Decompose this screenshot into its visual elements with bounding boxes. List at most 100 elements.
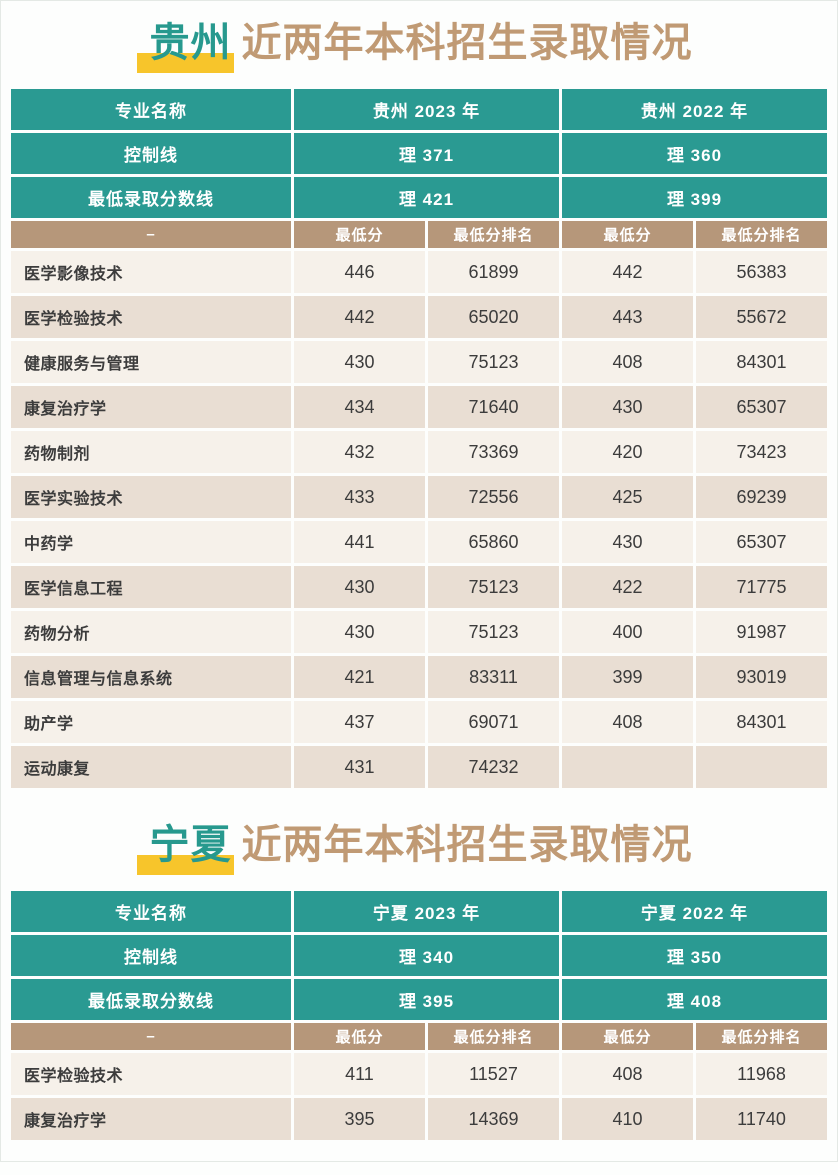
major-name-cell: 信息管理与信息系统 <box>10 656 291 698</box>
section-title: 贵州 近两年本科招生录取情况 <box>1 15 837 73</box>
table-header-row: 专业名称 贵州 2023 年 贵州 2022 年 <box>10 89 828 130</box>
subheader-min-score-year2: 最低分 <box>562 221 693 248</box>
score-value-cell: 410 <box>562 1098 693 1140</box>
score-value-cell: 430 <box>293 611 425 653</box>
control-line-year-2: 理 350 <box>562 935 828 976</box>
table-row: 中药学 441 65860 430 65307 <box>10 521 828 563</box>
table-row: 医学检验技术 411 11527 408 11968 <box>10 1053 828 1095</box>
title-province-highlight: 宁夏 <box>136 817 236 875</box>
score-value-cell: 434 <box>293 386 425 428</box>
sections-container: 贵州 近两年本科招生录取情况 专业名称 贵州 2023 年 贵州 2022 年 控… <box>1 15 837 1143</box>
table-row: 信息管理与信息系统 421 83311 399 93019 <box>10 656 828 698</box>
score-value-cell: 69071 <box>427 701 559 743</box>
major-name-cell: 医学实验技术 <box>10 476 291 518</box>
score-value-cell: 425 <box>562 476 693 518</box>
table-row: 康复治疗学 434 71640 430 65307 <box>10 386 828 428</box>
score-value-cell: 430 <box>562 386 693 428</box>
major-name-cell: 医学信息工程 <box>10 566 291 608</box>
score-value-cell: 14369 <box>427 1098 559 1140</box>
table-body: 专业名称 贵州 2023 年 贵州 2022 年 控制线 理 371 理 360… <box>10 89 828 788</box>
score-value-cell: 421 <box>293 656 425 698</box>
score-value-cell: 69239 <box>696 476 828 518</box>
major-name-cell: 药物分析 <box>10 611 291 653</box>
major-name-cell: 中药学 <box>10 521 291 563</box>
province-section: 宁夏 近两年本科招生录取情况 专业名称 宁夏 2023 年 宁夏 2022 年 控… <box>1 817 837 1143</box>
score-value-cell: 93019 <box>696 656 828 698</box>
admission-score-table: 专业名称 宁夏 2023 年 宁夏 2022 年 控制线 理 340 理 350… <box>8 888 830 1143</box>
score-value-cell: 442 <box>562 251 693 293</box>
title-province-highlight: 贵州 <box>136 15 236 73</box>
table-row: 健康服务与管理 430 75123 408 84301 <box>10 341 828 383</box>
admission-score-table: 专业名称 贵州 2023 年 贵州 2022 年 控制线 理 371 理 360… <box>8 86 830 791</box>
score-value-cell: 91987 <box>696 611 828 653</box>
score-value-cell: 411 <box>293 1053 425 1095</box>
subheader-min-rank-year1: 最低分排名 <box>427 1023 559 1050</box>
score-value-cell: 72556 <box>427 476 559 518</box>
title-text: 近两年本科招生录取情况 <box>241 823 693 867</box>
major-name-cell: 医学检验技术 <box>10 1053 291 1095</box>
score-value-cell: 65307 <box>696 386 828 428</box>
score-value-cell: 65307 <box>696 521 828 563</box>
score-value-cell: 75123 <box>427 341 559 383</box>
score-value-cell: 399 <box>562 656 693 698</box>
score-value-cell: 441 <box>293 521 425 563</box>
score-value-cell: 408 <box>562 1053 693 1095</box>
major-name-cell: 运动康复 <box>10 746 291 788</box>
score-value-cell: 443 <box>562 296 693 338</box>
table-row: 医学实验技术 433 72556 425 69239 <box>10 476 828 518</box>
subheader-min-rank-year2: 最低分排名 <box>696 221 828 248</box>
score-value-cell: 11740 <box>696 1098 828 1140</box>
subheader-min-score-year1: 最低分 <box>293 1023 425 1050</box>
header-year-1: 宁夏 2023 年 <box>293 891 559 932</box>
score-value-cell: 73423 <box>696 431 828 473</box>
subheader-row: – 最低分 最低分排名 最低分 最低分排名 <box>10 221 828 248</box>
min-score-line-year-2: 理 408 <box>562 979 828 1020</box>
table-row: 运动康复 431 74232 <box>10 746 828 788</box>
header-year-1: 贵州 2023 年 <box>293 89 559 130</box>
score-value-cell: 83311 <box>427 656 559 698</box>
score-value-cell: 71775 <box>696 566 828 608</box>
score-value-cell: 420 <box>562 431 693 473</box>
header-major-label: 专业名称 <box>10 891 291 932</box>
score-value-cell: 11968 <box>696 1053 828 1095</box>
section-title: 宁夏 近两年本科招生录取情况 <box>1 817 837 875</box>
table-header-row: 专业名称 宁夏 2023 年 宁夏 2022 年 <box>10 891 828 932</box>
score-value-cell: 65860 <box>427 521 559 563</box>
score-value-cell: 65020 <box>427 296 559 338</box>
subheader-min-score-year2: 最低分 <box>562 1023 693 1050</box>
table-row: 助产学 437 69071 408 84301 <box>10 701 828 743</box>
score-value-cell: 430 <box>562 521 693 563</box>
score-value-cell <box>562 746 693 788</box>
score-value-cell: 71640 <box>427 386 559 428</box>
major-name-cell: 康复治疗学 <box>10 1098 291 1140</box>
header-year-2: 贵州 2022 年 <box>562 89 828 130</box>
table-row: 医学检验技术 442 65020 443 55672 <box>10 296 828 338</box>
major-name-cell: 助产学 <box>10 701 291 743</box>
score-value-cell: 430 <box>293 341 425 383</box>
score-value-cell <box>696 746 828 788</box>
score-value-cell: 430 <box>293 566 425 608</box>
subheader-min-score-year1: 最低分 <box>293 221 425 248</box>
score-value-cell: 75123 <box>427 566 559 608</box>
score-value-cell: 431 <box>293 746 425 788</box>
header-major-label: 专业名称 <box>10 89 291 130</box>
control-line-label: 控制线 <box>10 935 291 976</box>
title-text: 近两年本科招生录取情况 <box>241 21 693 65</box>
control-line-label: 控制线 <box>10 133 291 174</box>
header-year-2: 宁夏 2022 年 <box>562 891 828 932</box>
min-score-line-year-1: 理 395 <box>293 979 559 1020</box>
score-value-cell: 55672 <box>696 296 828 338</box>
score-value-cell: 408 <box>562 701 693 743</box>
min-score-line-row: 最低录取分数线 理 421 理 399 <box>10 177 828 218</box>
score-value-cell: 442 <box>293 296 425 338</box>
score-value-cell: 74232 <box>427 746 559 788</box>
subheader-row: – 最低分 最低分排名 最低分 最低分排名 <box>10 1023 828 1050</box>
major-name-cell: 健康服务与管理 <box>10 341 291 383</box>
score-value-cell: 61899 <box>427 251 559 293</box>
score-value-cell: 73369 <box>427 431 559 473</box>
score-value-cell: 84301 <box>696 701 828 743</box>
score-value-cell: 408 <box>562 341 693 383</box>
table-body: 专业名称 宁夏 2023 年 宁夏 2022 年 控制线 理 340 理 350… <box>10 891 828 1140</box>
table-row: 医学影像技术 446 61899 442 56383 <box>10 251 828 293</box>
score-value-cell: 446 <box>293 251 425 293</box>
